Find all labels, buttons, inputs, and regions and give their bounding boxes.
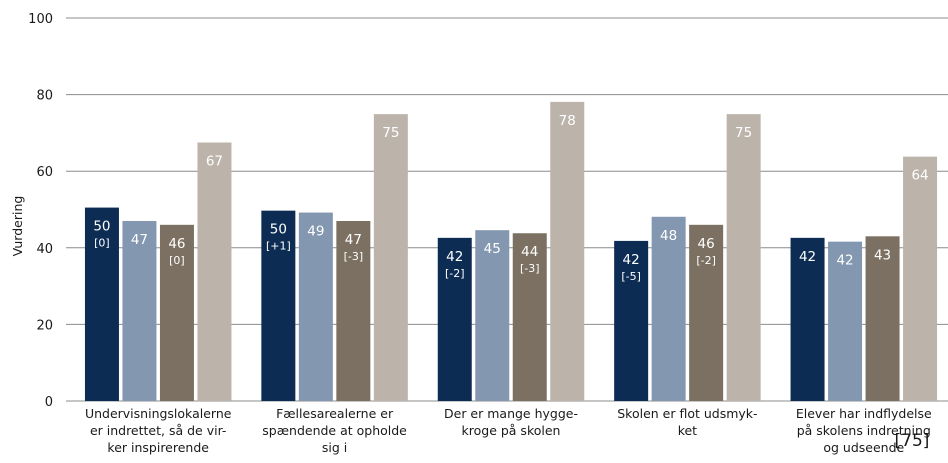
- category-labels: Undervisningslokalerne er indrettet, så d…: [85, 406, 932, 455]
- diff-label: [-3]: [520, 262, 540, 275]
- bar: [614, 240, 649, 401]
- diff-label: [-2]: [696, 254, 716, 267]
- page-note: [75]: [895, 431, 930, 451]
- bar: [790, 237, 825, 401]
- category-label: Undervisningslokalerne er indrettet, så d…: [85, 406, 232, 455]
- data-label: 42: [836, 253, 853, 269]
- data-label: 47: [345, 232, 362, 248]
- bar: [903, 156, 938, 401]
- diff-label: [-2]: [445, 267, 465, 280]
- bar: [437, 237, 472, 401]
- diff-label: [0]: [94, 237, 110, 250]
- data-label: 64: [911, 168, 928, 184]
- data-label: 49: [307, 224, 324, 240]
- bar: [336, 220, 371, 401]
- y-tick-label: 40: [36, 242, 53, 257]
- data-label: 78: [559, 113, 576, 129]
- data-label: 46: [698, 236, 715, 252]
- data-label: 75: [382, 125, 399, 141]
- bar: [689, 224, 724, 401]
- data-label: 48: [660, 228, 677, 244]
- bar: [865, 236, 900, 401]
- diff-label: [-3]: [344, 250, 364, 263]
- diff-label: [-5]: [621, 270, 641, 283]
- y-tick-label: 20: [36, 318, 53, 333]
- data-label: 44: [521, 244, 538, 260]
- data-label: 50: [93, 219, 110, 235]
- bars: 50 [0] 47 46 [0] 67 50 [+1] 49 47 [-3] 75 42 [-2] 45 44…: [84, 101, 938, 402]
- bar: [651, 216, 686, 401]
- bar: [512, 233, 547, 401]
- category-label: Der er mange hygge-kroge på skolen: [444, 406, 578, 438]
- category-label: Elever har indflydelse på skolens indretn…: [796, 406, 932, 455]
- data-label: 42: [799, 249, 816, 265]
- data-label: 42: [623, 252, 640, 268]
- data-label: 50: [270, 222, 287, 238]
- y-tick-label: 100: [28, 12, 53, 27]
- bar: [828, 241, 863, 401]
- data-label: 46: [168, 236, 185, 252]
- bar: [475, 230, 510, 401]
- data-label: 43: [874, 247, 891, 263]
- bar: [373, 114, 408, 402]
- y-axis-label: Vurdering: [10, 196, 25, 257]
- diff-label: [+1]: [266, 240, 291, 253]
- bar: [122, 220, 157, 401]
- data-label: 75: [735, 125, 752, 141]
- category-label: Fællesarealerne er spændende at opholde si…: [262, 406, 407, 455]
- data-label: 45: [484, 241, 501, 257]
- bar: [197, 142, 232, 401]
- data-label: 42: [446, 249, 463, 265]
- data-label: 67: [206, 153, 223, 169]
- y-tick-label: 80: [36, 89, 53, 104]
- bar: [159, 224, 194, 401]
- bar: [298, 212, 333, 401]
- y-tick-label: 0: [45, 395, 53, 410]
- category-label: Skolen er flot udsmyk-ket: [617, 406, 757, 438]
- bar: [726, 114, 761, 402]
- bar: [550, 101, 585, 401]
- bar: [84, 207, 119, 401]
- diff-label: [0]: [169, 254, 185, 267]
- data-label: 47: [131, 232, 148, 248]
- y-axis-ticks: 0 20 40 60 80 100: [28, 12, 53, 410]
- y-tick-label: 60: [36, 165, 53, 180]
- bar: [261, 210, 296, 401]
